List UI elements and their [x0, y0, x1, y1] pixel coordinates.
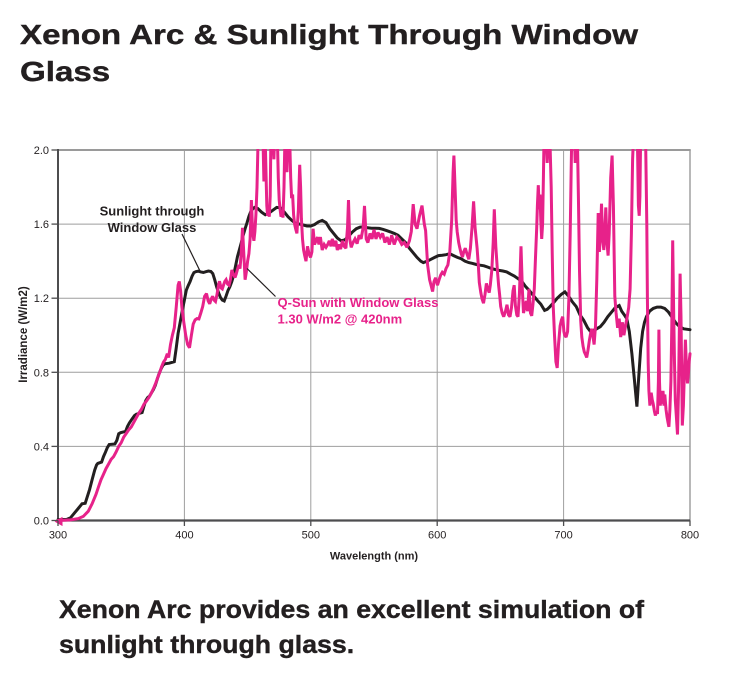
svg-text:600: 600: [428, 530, 446, 542]
svg-text:Irradiance (W/m2): Irradiance (W/m2): [18, 286, 30, 383]
svg-text:0.8: 0.8: [34, 367, 49, 379]
svg-text:Q-Sun with Window Glass: Q-Sun with Window Glass: [278, 295, 439, 310]
svg-text:Wavelength (nm): Wavelength (nm): [330, 551, 419, 563]
svg-text:700: 700: [554, 530, 572, 542]
svg-text:0.4: 0.4: [34, 441, 49, 453]
svg-text:1.6: 1.6: [34, 219, 49, 231]
svg-text:1.2: 1.2: [34, 293, 49, 305]
svg-text:400: 400: [175, 530, 193, 542]
svg-text:Sunlight through: Sunlight through: [100, 204, 205, 219]
svg-text:300: 300: [49, 530, 67, 542]
svg-text:1.30 W/m2 @ 420nm: 1.30 W/m2 @ 420nm: [278, 312, 403, 327]
svg-text:0.0: 0.0: [34, 516, 49, 528]
svg-text:2.0: 2.0: [34, 145, 49, 157]
svg-text:800: 800: [681, 530, 699, 542]
svg-text:Window Glass: Window Glass: [108, 220, 197, 235]
svg-text:500: 500: [302, 530, 320, 542]
